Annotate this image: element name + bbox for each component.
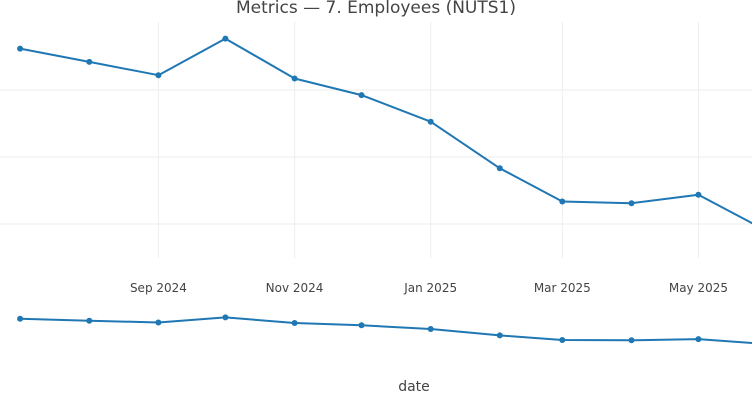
x-tick-label: May 2025 [669, 281, 728, 295]
data-point [695, 191, 702, 198]
range-slider-data-point [222, 314, 229, 321]
data-point [496, 165, 503, 172]
range-slider-data-point [291, 320, 298, 326]
range-slider-data-point [559, 337, 566, 343]
main-plot-markers [17, 35, 702, 207]
x-tick-label: Sep 2024 [130, 281, 187, 295]
data-point [559, 198, 566, 205]
range-slider-data-point [155, 319, 162, 326]
range-slider-data-point [695, 336, 702, 343]
x-axis-title: date [398, 379, 430, 395]
chart-title: Metrics — 7. Employees (NUTS1) [236, 0, 516, 18]
data-point [155, 72, 162, 79]
range-slider-data-line [20, 316, 752, 345]
main-plot-series [19, 37, 752, 225]
data-line [19, 37, 752, 225]
data-point [628, 200, 635, 207]
range-slider-data-point [358, 322, 365, 329]
range-slider-data-point [86, 317, 93, 324]
data-point [358, 92, 365, 99]
range-slider-data-point [17, 315, 24, 322]
x-tick-label: Mar 2025 [534, 281, 591, 295]
x-tick-label: Jan 2025 [403, 281, 457, 295]
data-point [427, 118, 434, 125]
range-slider-markers [17, 314, 702, 344]
x-tick-label: Nov 2024 [266, 281, 324, 295]
range-slider-data-point [628, 337, 635, 344]
data-point [17, 45, 24, 52]
range-slider-data-point [496, 332, 503, 339]
range-slider-series[interactable] [20, 316, 752, 345]
data-point [291, 75, 298, 82]
data-point [86, 58, 93, 65]
x-axis-tick-labels: Sep 2024 Nov 2024 Jan 2025 Mar 2025 May 2025 [130, 281, 728, 295]
main-plot-gridlines [0, 22, 752, 258]
range-slider-data-point [427, 326, 434, 332]
data-point [222, 35, 229, 42]
